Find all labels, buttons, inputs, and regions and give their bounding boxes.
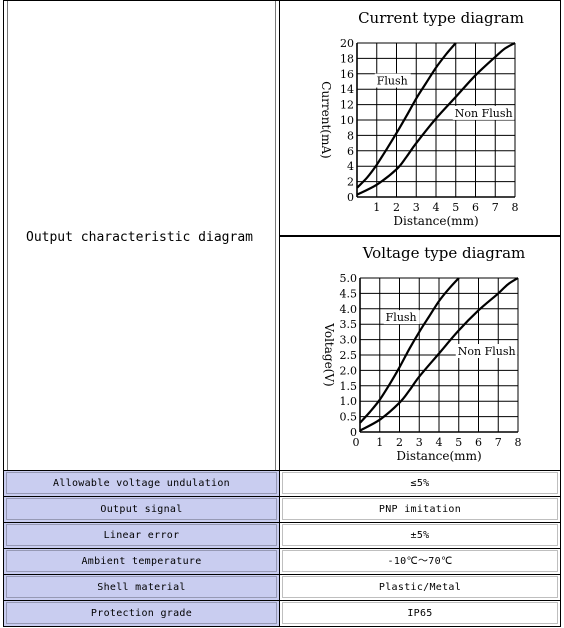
y-tick-label: 0.5 <box>340 411 358 424</box>
spec-value: Plastic/Metal <box>279 575 561 601</box>
y-tick-label: 0 <box>347 191 354 204</box>
x-tick-label: 8 <box>515 436 522 449</box>
y-tick-label: 2.5 <box>340 349 358 362</box>
y-tick-label: 4.5 <box>340 287 358 300</box>
spec-value: ≤5% <box>279 471 561 497</box>
x-tick-label: 5 <box>452 201 459 214</box>
x-tick-label: 1 <box>376 436 383 449</box>
series-label: Non Flush <box>455 107 513 120</box>
y-tick-label: 1.5 <box>340 380 358 393</box>
series-line-non-flush <box>356 42 516 196</box>
y-tick-label: 4.0 <box>340 303 358 316</box>
cell-inner-frame <box>7 1 276 470</box>
x-tick-label: 7 <box>495 436 502 449</box>
series-label: Non Flush <box>458 345 516 358</box>
spec-key: Allowable voltage undulation <box>3 471 280 497</box>
spec-value: IP65 <box>279 601 561 627</box>
spec-key: Linear error <box>3 523 280 549</box>
x-tick-label: 1 <box>373 201 380 214</box>
series-label-background <box>455 344 518 358</box>
spec-value: PNP imitation <box>279 497 561 523</box>
spec-row-linear-error: Linear error ±5% <box>3 523 561 549</box>
voltage-chart-cell: Voltage type diagram 0 0.5 1.0 1.5 2.0 2.5 3.0 3… <box>279 236 561 471</box>
x-tick-label: 3 <box>416 436 423 449</box>
series-label: Flush <box>386 311 417 324</box>
output-characteristic-label: Output characteristic diagram <box>26 230 253 245</box>
y-tick-label: 20 <box>340 37 354 50</box>
y-tick-label: 10 <box>340 114 354 127</box>
spec-row-output-signal: Output signal PNP imitation <box>3 497 561 523</box>
y-tick-label: 5.0 <box>340 272 358 285</box>
x-tick-label: 2 <box>396 436 403 449</box>
y-tick-label: 16 <box>340 68 354 81</box>
output-characteristic-cell: Output characteristic diagram <box>3 0 280 471</box>
y-tick-label: 3.5 <box>340 318 358 331</box>
y-tick-label: 0 <box>350 426 357 439</box>
y-tick-label: 12 <box>340 99 354 112</box>
spec-key: Output signal <box>3 497 280 523</box>
series-line-non-flush <box>359 277 519 432</box>
series-label-background <box>383 310 420 325</box>
x-tick-label: 0 <box>353 436 360 449</box>
chart-title: Voltage type diagram <box>362 244 526 262</box>
y-axis-label: Voltage(V) <box>322 322 336 386</box>
y-tick-label: 18 <box>340 52 354 65</box>
series-label-background <box>374 73 411 88</box>
spec-key: Shell material <box>3 575 280 601</box>
x-axis-label: Distance(mm) <box>396 449 481 463</box>
spec-key: Ambient temperature <box>3 549 280 575</box>
x-tick-label: 3 <box>413 201 420 214</box>
y-axis-label: Current(mA) <box>319 81 333 158</box>
spec-key: Protection grade <box>3 601 280 627</box>
spec-row-ambient-temperature: Ambient temperature -10℃～70℃ <box>3 549 561 575</box>
y-tick-label: 14 <box>340 83 354 96</box>
series-line-flush <box>359 277 460 424</box>
x-tick-label: 5 <box>455 436 462 449</box>
x-tick-label: 7 <box>492 201 499 214</box>
series-line-flush <box>356 42 457 189</box>
y-tick-label: 2.0 <box>340 364 358 377</box>
chart-title: Current type diagram <box>358 9 524 27</box>
x-tick-label: 6 <box>472 201 479 214</box>
spec-row-protection-grade: Protection grade IP65 <box>3 601 561 627</box>
y-tick-label: 2 <box>347 176 354 189</box>
y-tick-label: 3.0 <box>340 334 358 347</box>
y-tick-label: 4 <box>347 160 354 173</box>
spec-row-shell-material: Shell material Plastic/Metal <box>3 575 561 601</box>
x-axis-label: Distance(mm) <box>393 214 478 228</box>
y-tick-label: 6 <box>347 145 354 158</box>
spec-value: ±5% <box>279 523 561 549</box>
x-tick-label: 6 <box>475 436 482 449</box>
spec-value: -10℃～70℃ <box>279 549 561 575</box>
x-tick-label: 4 <box>436 436 443 449</box>
x-tick-label: 4 <box>433 201 440 214</box>
voltage-type-chart: Voltage type diagram 0 0.5 1.0 1.5 2.0 2.5 3.0 3… <box>322 244 526 463</box>
series-label: Flush <box>377 75 408 88</box>
y-tick-label: 8 <box>347 129 354 142</box>
x-tick-label: 8 <box>512 201 519 214</box>
series-label-background <box>452 105 515 120</box>
y-tick-label: 1.0 <box>340 395 358 408</box>
spec-row-voltage-undulation: Allowable voltage undulation ≤5% <box>3 471 561 497</box>
x-tick-label: 2 <box>393 201 400 214</box>
current-chart-cell: Current type diagram 0 2 4 6 8 10 12 14 16 18 20 1 2 3… <box>279 0 561 236</box>
